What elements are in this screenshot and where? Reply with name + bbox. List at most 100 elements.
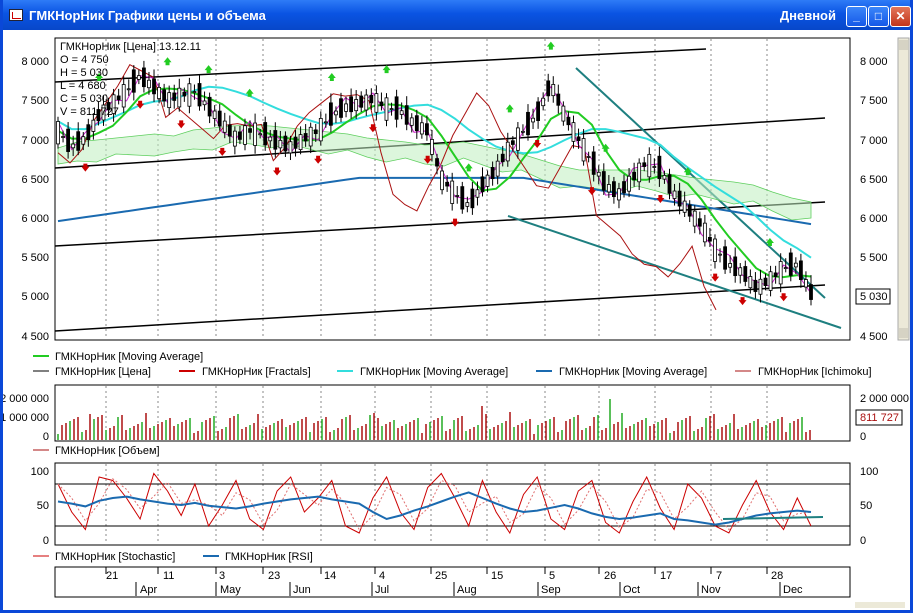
candle-body xyxy=(278,139,283,149)
period-mode-label: Дневной xyxy=(779,8,836,23)
osc-tick-label: 50 xyxy=(37,500,49,512)
candle-body xyxy=(687,204,692,217)
legend-item: ГМКНорНик [Moving Average] xyxy=(360,366,508,378)
candle-body xyxy=(809,284,813,300)
fractal-down-marker xyxy=(711,273,720,282)
price-tick-label: 7 500 xyxy=(860,95,888,107)
candle-body xyxy=(202,100,207,106)
price-tick-label: 7 500 xyxy=(21,95,49,107)
candle-body xyxy=(318,118,323,142)
candle-body xyxy=(238,131,242,140)
resize-grip[interactable] xyxy=(855,602,905,608)
candle-body xyxy=(389,108,394,110)
candle-body xyxy=(743,266,748,282)
candle-body xyxy=(298,134,303,150)
candle-body xyxy=(111,94,116,114)
title-bar[interactable]: ГМКНорНик Графики цены и объема Дневной … xyxy=(3,0,911,30)
ichimoku-lagging-line xyxy=(57,64,717,311)
candle-body xyxy=(753,279,758,292)
candle-body xyxy=(738,267,743,276)
oscillator-y-axis: 100 50 0 100 50 0 xyxy=(31,466,879,547)
price-tick-label: 4 500 xyxy=(21,331,49,343)
fractal-down-marker xyxy=(273,167,282,176)
candle-body xyxy=(177,87,182,108)
chart-canvas[interactable]: ГМКНорНик [Цена] 13.12.11 O = 4 750 H = … xyxy=(3,30,910,610)
legend-item: ГМКНорНик [Цена] xyxy=(55,366,151,378)
candle-body xyxy=(596,171,601,177)
x-day-label: 28 xyxy=(771,570,783,582)
candle-body xyxy=(768,271,773,291)
close-button[interactable]: ✕ xyxy=(890,6,911,27)
legend-item: ГМКНорНик [Объем] xyxy=(55,445,160,457)
x-day-label: 5 xyxy=(549,570,555,582)
candle-body xyxy=(339,98,343,118)
candle-body xyxy=(61,136,65,138)
scroll-down-arrow-icon[interactable] xyxy=(899,328,908,338)
candle-body xyxy=(667,174,672,194)
x-day-label: 11 xyxy=(163,570,174,582)
close-icon: ✕ xyxy=(895,9,906,23)
candle-body xyxy=(662,175,667,180)
x-month-label: Jun xyxy=(293,584,311,596)
candle-body xyxy=(531,117,535,123)
candle-body xyxy=(243,125,247,145)
candle-body xyxy=(763,277,768,287)
candle-body xyxy=(510,140,515,145)
x-day-label: 3 xyxy=(219,570,225,582)
candle-body xyxy=(147,79,151,89)
price-info-box: ГМКНорНик [Цена] 13.12.11 O = 4 750 H = … xyxy=(60,41,201,118)
candle-body xyxy=(126,88,131,91)
scroll-up-arrow-icon[interactable] xyxy=(899,40,908,50)
candle-body xyxy=(793,262,798,268)
candle-body xyxy=(617,188,621,201)
legend-item: ГМКНорНик [Stochastic] xyxy=(55,551,175,563)
minimize-button[interactable]: _ xyxy=(846,6,867,27)
candle-body xyxy=(682,200,687,213)
fractal-down-marker xyxy=(177,120,186,129)
fractal-up-marker xyxy=(95,73,104,81)
candle-body xyxy=(136,75,141,80)
candle-body xyxy=(187,83,192,107)
candle-body xyxy=(677,190,682,207)
candle-body xyxy=(490,167,495,180)
candle-body xyxy=(162,89,167,102)
maximize-button[interactable]: □ xyxy=(868,6,889,27)
candle-body xyxy=(157,86,161,100)
candle-body xyxy=(470,188,475,209)
price-y-axis-left: 8 000 7 500 7 000 6 500 6 000 5 500 5 00… xyxy=(21,56,49,343)
fractal-down-marker xyxy=(136,100,145,109)
fractal-up-marker xyxy=(683,167,692,176)
volume-legend: ГМКНорНик [Объем] xyxy=(33,445,160,457)
x-day-label: 23 xyxy=(268,570,280,582)
fractal-up-marker xyxy=(245,88,254,97)
osc-tick-label: 0 xyxy=(43,535,49,547)
x-month-label: Sep xyxy=(541,584,561,596)
candle-body xyxy=(86,124,91,141)
candle-body xyxy=(728,263,733,268)
candle-body xyxy=(647,153,652,178)
candle-body xyxy=(480,176,485,193)
vertical-scrollbar[interactable] xyxy=(897,37,910,341)
price-tick-label: 8 000 xyxy=(21,56,49,68)
chart-app-icon[interactable] xyxy=(9,9,23,21)
candle-body xyxy=(612,181,616,198)
candle-body xyxy=(131,69,136,93)
fractal-down-marker xyxy=(368,124,377,133)
candle-body xyxy=(697,218,702,227)
candle-body xyxy=(263,122,268,146)
candle-body xyxy=(308,126,313,147)
legend-item: ГМКНорНик [Moving Average] xyxy=(559,366,707,378)
info-low: L = 4 680 xyxy=(60,80,106,92)
candle-body xyxy=(404,105,409,125)
candle-body xyxy=(475,189,480,198)
candle-body xyxy=(551,84,556,97)
time-axis xyxy=(54,566,851,598)
candle-body xyxy=(414,115,419,132)
x-month-label: Apr xyxy=(140,584,157,596)
candle-body xyxy=(606,184,611,193)
price-tick-label: 6 000 xyxy=(21,213,49,225)
candle-body xyxy=(268,136,273,142)
candle-body xyxy=(232,130,237,147)
fractal-down-marker xyxy=(738,297,747,306)
